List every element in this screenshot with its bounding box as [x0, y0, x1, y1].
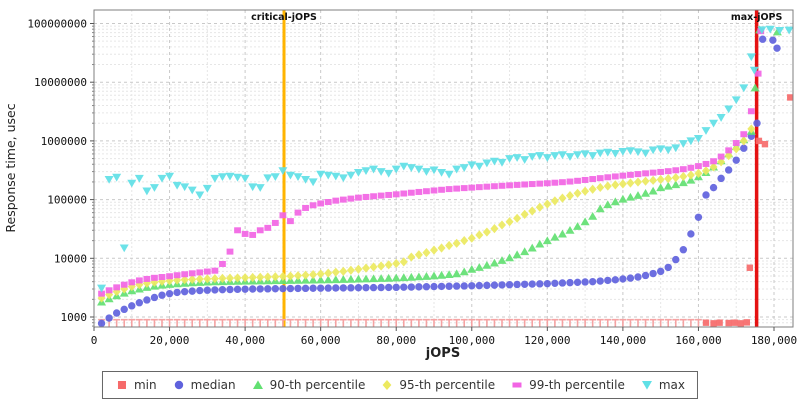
svg-text:20,000: 20,000 — [150, 334, 190, 347]
99th-percentile-marker-icon — [510, 379, 524, 391]
max-jops-label: max-jOPS — [731, 12, 783, 23]
90th-percentile-marker-icon — [251, 379, 265, 391]
legend-label-min: min — [133, 378, 157, 392]
axis-tick-labels: 0 20,000 40,000 60,000 80,000 100,000 120,000 1… — [27, 18, 797, 348]
legend-item-max: max — [640, 378, 685, 392]
svg-text:140,000: 140,000 — [600, 334, 646, 347]
svg-text:1000000: 1000000 — [41, 135, 87, 148]
y-axis-title: Response time, usec — [3, 103, 18, 232]
legend-item-min: min — [115, 378, 157, 392]
legend-label-median: median — [190, 378, 236, 392]
svg-text:40,000: 40,000 — [225, 334, 265, 347]
axis-ticks — [90, 23, 775, 331]
legend-item-90th-percentile: 90-th percentile — [251, 378, 366, 392]
plot-border — [93, 9, 794, 328]
95th-percentile-marker-icon — [380, 379, 394, 391]
svg-text:0: 0 — [91, 334, 98, 347]
chart-legend: min median 90-th percentile 95-th percen… — [101, 371, 699, 399]
svg-text:10000: 10000 — [54, 252, 87, 265]
svg-text:160,000: 160,000 — [675, 334, 721, 347]
x-axis-title: jOPS — [425, 346, 460, 361]
legend-item-median: median — [172, 378, 236, 392]
svg-text:180,000: 180,000 — [751, 334, 797, 347]
series-points — [97, 25, 793, 327]
critical-jops-label: critical-jOPS — [251, 12, 317, 23]
svg-text:100000000: 100000000 — [27, 18, 87, 31]
legend-item-99th-percentile: 99-th percentile — [510, 378, 625, 392]
svg-text:120,000: 120,000 — [524, 334, 570, 347]
svg-text:10000000: 10000000 — [34, 76, 87, 89]
legend-label-99th: 99-th percentile — [529, 378, 625, 392]
legend-label-95th: 95-th percentile — [399, 378, 496, 392]
svg-text:1000: 1000 — [61, 311, 88, 324]
svg-text:80,000: 80,000 — [376, 334, 416, 347]
svg-text:60,000: 60,000 — [301, 334, 341, 347]
legend-item-95th-percentile: 95-th percentile — [380, 378, 495, 392]
min-marker-icon — [115, 379, 129, 391]
max-marker-icon — [640, 379, 654, 391]
median-marker-icon — [172, 379, 186, 391]
legend-label-max: max — [658, 378, 686, 392]
svg-text:100,000: 100,000 — [449, 334, 495, 347]
svg-text:100000: 100000 — [47, 194, 87, 207]
legend-label-90th: 90-th percentile — [269, 378, 366, 392]
